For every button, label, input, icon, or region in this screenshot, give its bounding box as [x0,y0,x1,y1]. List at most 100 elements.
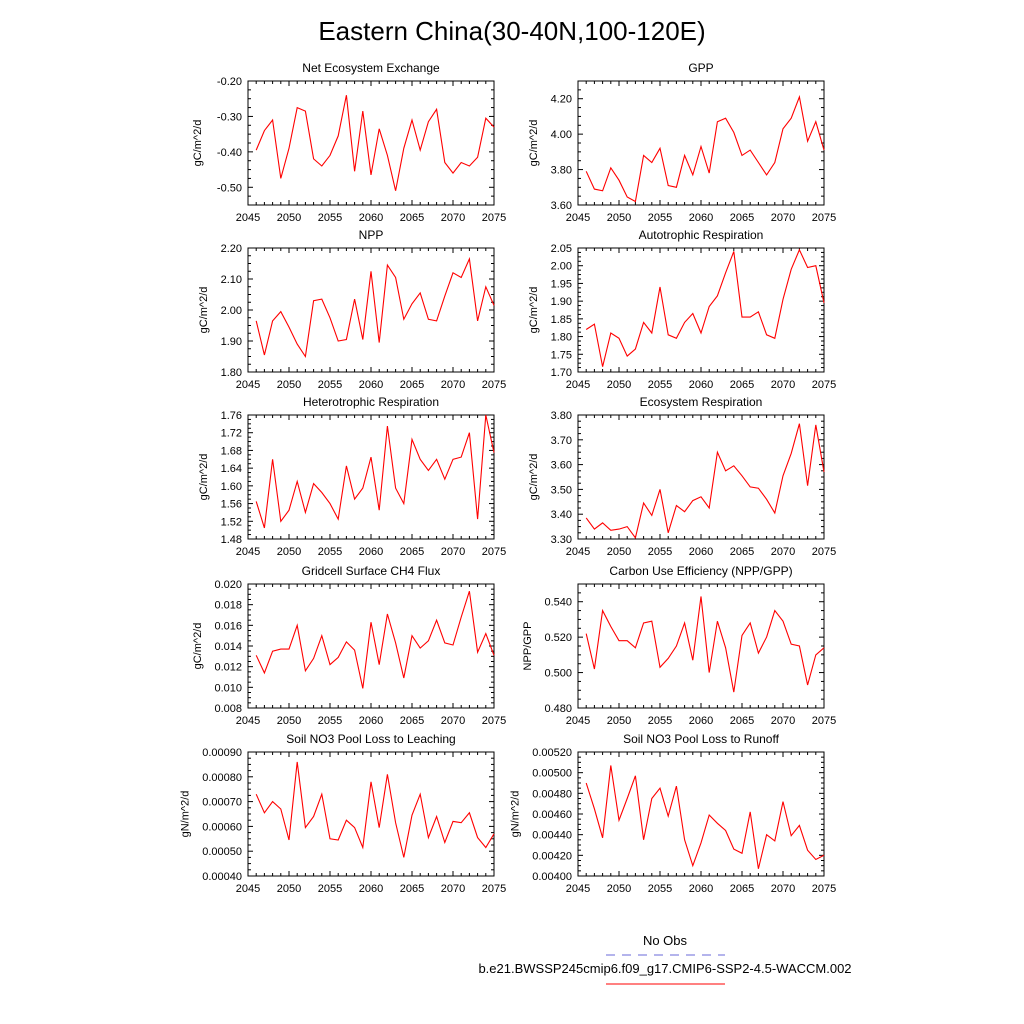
y-tick-label: 0.00440 [532,830,572,842]
x-tick-label: 2055 [318,715,342,727]
y-tick-label: 1.76 [221,410,242,422]
panel-title: Soil NO3 Pool Loss to Leaching [286,732,455,746]
x-tick-label: 2050 [607,212,631,224]
y-tick-label: 0.00500 [532,768,572,780]
y-tick-label: 3.70 [551,435,572,447]
legend-model-label: b.e21.BWSSP245cmip6.f09_g17.CMIP6-SSP2-4… [478,961,851,976]
x-tick-label: 2055 [318,883,342,895]
panel-title: Autotrophic Respiration [639,228,764,242]
y-tick-label: 1.90 [551,296,572,308]
y-tick-label: 2.00 [221,305,242,317]
panel-title: NPP [359,228,384,242]
x-tick-label: 2045 [566,883,590,895]
y-tick-label: 1.95 [551,278,572,290]
x-tick-label: 2065 [400,212,424,224]
panel-title: Carbon Use Efficiency (NPP/GPP) [609,564,792,578]
y-tick-label: 4.20 [551,94,572,106]
x-tick-label: 2050 [607,546,631,558]
y-tick-label: 0.520 [544,632,572,644]
x-tick-label: 2045 [236,379,260,391]
x-tick-label: 2065 [400,546,424,558]
y-tick-label: 2.05 [551,243,572,255]
x-tick-label: 2070 [771,379,795,391]
y-axis-label: gC/m^2/d [528,120,540,167]
y-axis-label: gC/m^2/d [528,454,540,501]
x-tick-label: 2065 [400,883,424,895]
y-axis-label: gC/m^2/d [528,287,540,334]
y-tick-label: 1.72 [221,428,242,440]
x-tick-label: 2055 [648,883,672,895]
y-tick-label: -0.20 [217,76,242,88]
x-tick-label: 2070 [441,379,465,391]
y-tick-label: 0.00520 [532,747,572,759]
y-tick-label: 0.012 [214,662,242,674]
chart-panel: 2045 2050 2055 2060 2065 2070 2075 0.00040 0.000… [180,732,507,895]
chart-panel: 2045 2050 2055 2060 2065 2070 2075 1.80 1.90 2.00… [198,228,506,391]
y-tick-label: 1.68 [221,445,242,457]
x-tick-label: 2060 [359,379,383,391]
x-tick-label: 2075 [812,715,836,727]
x-tick-label: 2065 [730,883,754,895]
y-tick-label: 0.00480 [532,788,572,800]
chart-panel: 2045 2050 2055 2060 2065 2070 2075 1.70 1.75 1.80… [528,228,836,391]
panel-title: GPP [688,61,713,75]
x-tick-label: 2045 [566,212,590,224]
panels: 2045 2050 2055 2060 2065 2070 2075 -0.50 -0.40 -0… [180,61,837,895]
series-line [585,94,825,203]
x-tick-label: 2060 [359,715,383,727]
y-tick-label: 0.00060 [202,821,242,833]
plot-frame [247,583,495,709]
series-line [585,423,825,540]
x-tick-label: 2060 [689,883,713,895]
x-tick-label: 2075 [482,379,506,391]
y-axis-label: gC/m^2/d [198,454,210,501]
plot-frame [247,751,495,877]
x-tick-label: 2060 [359,883,383,895]
x-tick-label: 2060 [689,212,713,224]
x-tick-label: 2060 [359,546,383,558]
legend-obs-label: No Obs [643,933,688,948]
series-line [585,765,825,869]
y-axis-label: gN/m^2/d [180,791,192,838]
x-tick-label: 2070 [441,715,465,727]
y-tick-label: 1.48 [221,534,242,546]
y-tick-label: -0.50 [217,182,242,194]
y-tick-label: 0.018 [214,600,242,612]
y-tick-label: 0.00050 [202,846,242,858]
y-tick-label: 0.00080 [202,772,242,784]
y-tick-label: 0.00460 [532,809,572,821]
plot-frame [577,414,825,540]
chart-panel: 2045 2050 2055 2060 2065 2070 2075 0.008 0.010 0.… [192,564,506,727]
y-axis-label: gC/m^2/d [192,120,204,167]
y-tick-label: 3.80 [551,410,572,422]
x-tick-label: 2070 [771,212,795,224]
figure-title: Eastern China(30-40N,100-120E) [318,16,705,46]
y-tick-label: 0.020 [214,579,242,591]
x-tick-label: 2045 [566,546,590,558]
x-tick-label: 2055 [648,212,672,224]
x-tick-label: 2070 [441,883,465,895]
y-tick-label: 0.540 [544,597,572,609]
panel-title: Heterotrophic Respiration [303,395,439,409]
plot-frame [577,583,825,709]
x-tick-label: 2060 [689,379,713,391]
x-tick-label: 2065 [400,715,424,727]
x-tick-label: 2055 [318,546,342,558]
y-tick-label: 0.010 [214,682,242,694]
series-line [255,414,495,529]
y-tick-label: 1.85 [551,314,572,326]
series-line [585,248,825,367]
panel-title: Net Ecosystem Exchange [302,61,440,75]
y-tick-label: 3.60 [551,460,572,472]
x-tick-label: 2065 [730,715,754,727]
x-tick-label: 2045 [566,715,590,727]
x-tick-label: 2055 [318,212,342,224]
series-line [255,591,495,689]
x-tick-label: 2060 [359,212,383,224]
y-tick-label: 0.00040 [202,871,242,883]
x-tick-label: 2065 [730,212,754,224]
x-tick-label: 2045 [236,715,260,727]
y-tick-label: 3.30 [551,534,572,546]
x-tick-label: 2045 [236,883,260,895]
